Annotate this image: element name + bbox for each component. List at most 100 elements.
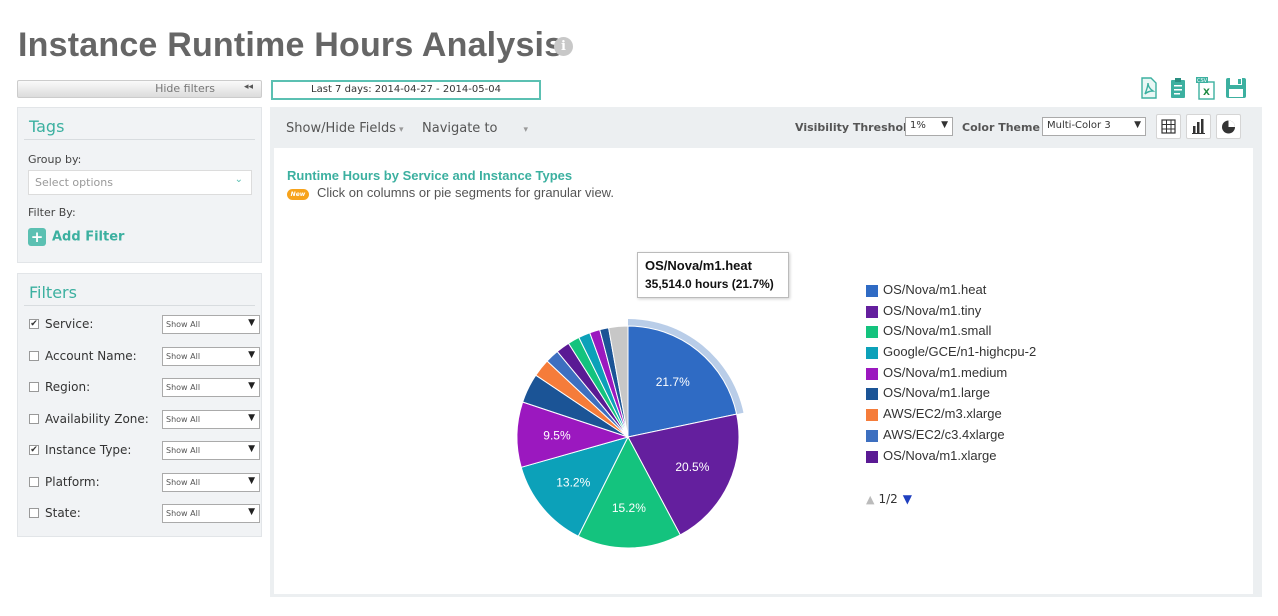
pie-slice-label: 13.2%: [556, 475, 590, 489]
legend-label: OS/Nova/m1.small: [883, 323, 992, 339]
filter-select[interactable]: Show All ▼: [162, 504, 260, 523]
filter-select[interactable]: Show All ▼: [162, 346, 260, 366]
export-toolbar: CSV X: [1134, 76, 1250, 102]
chevron-down-icon: ⌄: [234, 174, 243, 185]
filter-label: Region:: [45, 380, 91, 394]
filter-select-value: Show All: [166, 351, 201, 361]
pie-slice[interactable]: [520, 436, 629, 537]
filter-checkbox[interactable]: ✔: [29, 319, 39, 329]
legend-label: OS/Nova/m1.large: [883, 385, 990, 401]
filter-checkbox[interactable]: [29, 476, 39, 487]
save-icon[interactable]: [1224, 76, 1248, 100]
color-theme-select[interactable]: Multi-Color 3 ▼: [1042, 117, 1146, 136]
dropdown-arrow-icon: ▼: [248, 444, 255, 454]
visibility-threshold-select[interactable]: 1% ▼: [905, 117, 953, 136]
chart-title: Runtime Hours by Service and Instance Ty…: [287, 168, 573, 183]
filter-row: Platform: Show All ▼: [29, 472, 261, 493]
filters-panel: Filters ✔ Service: Show All ▼ Account Name: S…: [17, 273, 262, 537]
legend-label: AWS/EC2/c3.4xlarge: [883, 426, 1005, 442]
pie-chart: 21.7% 20.5% 15.2% 13.2% 9.5%: [516, 319, 744, 549]
filter-checkbox[interactable]: [29, 382, 39, 392]
filter-row: Availability Zone: Show All ▼: [29, 409, 261, 430]
svg-text:CSV: CSV: [1197, 78, 1208, 84]
pager-down-icon[interactable]: ▼: [902, 492, 913, 506]
visibility-threshold-label: Visibility Threshold: [795, 121, 915, 134]
filter-select-value: Show All: [166, 446, 201, 455]
filter-label: State:: [45, 506, 81, 520]
clipboard-icon[interactable]: [1166, 76, 1190, 100]
chart-legend: OS/Nova/m1.heat OS/Nova/m1.tiny OS/Nova/m1…: [866, 282, 1036, 468]
legend-item[interactable]: OS/Nova/m1.tiny: [866, 303, 1036, 324]
pager-text: 1/2: [878, 492, 898, 506]
filter-label: Instance Type:: [45, 443, 132, 457]
filter-select[interactable]: Show All ▼: [162, 378, 260, 397]
main-content: Show/Hide Fields ▾ Navigate to ▾ Visibilit…: [270, 107, 1262, 597]
pie-slice[interactable]: [577, 435, 681, 549]
legend-swatch: [866, 326, 878, 339]
plus-icon: +: [28, 228, 46, 246]
color-theme-value: Multi-Color 3: [1047, 120, 1111, 131]
chart-subtitle: Click on columns or pie segments for gra…: [317, 185, 614, 200]
legend-item[interactable]: AWS/EC2/c3.4xlarge: [866, 427, 1036, 448]
show-hide-fields-dropdown[interactable]: Show/Hide Fields ▾: [286, 121, 404, 136]
legend-item[interactable]: OS/Nova/m1.small: [866, 323, 1036, 344]
pdf-icon[interactable]: [1136, 76, 1160, 100]
filter-checkbox[interactable]: [29, 413, 39, 424]
pie-slice-label: 15.2%: [612, 501, 646, 515]
group-by-label: Group by:: [28, 153, 82, 166]
tags-panel-title: Tags: [29, 117, 65, 136]
legend-item[interactable]: OS/Nova/m1.medium: [866, 365, 1036, 386]
add-filter-button[interactable]: + Add Filter: [28, 228, 124, 246]
csv-excel-icon[interactable]: CSV X: [1194, 76, 1218, 100]
caret-down-icon: ▾: [523, 125, 529, 135]
dropdown-arrow-icon: ▼: [941, 120, 948, 130]
add-filter-label: Add Filter: [52, 229, 125, 245]
pie-chart-icon: [1222, 120, 1235, 134]
legend-item[interactable]: AWS/EC2/m3.xlarge: [866, 406, 1036, 427]
info-icon[interactable]: i: [554, 37, 573, 56]
legend-swatch: [866, 450, 878, 463]
group-by-select[interactable]: Select options ⌄: [28, 170, 252, 195]
pie-slice[interactable]: [627, 325, 738, 438]
caret-down-icon: ▾: [399, 125, 404, 135]
navigate-to-label: Navigate to: [422, 121, 498, 136]
pie-chart-button[interactable]: [1216, 114, 1241, 139]
chart-container: Runtime Hours by Service and Instance Ty…: [274, 148, 1253, 594]
filter-row: Account Name: Show All ▼: [29, 346, 261, 367]
filter-label: Service:: [45, 317, 94, 331]
legend-swatch: [866, 367, 878, 380]
pager-up-icon[interactable]: ▲: [866, 493, 875, 506]
navigate-to-dropdown[interactable]: Navigate to ▾: [422, 121, 528, 136]
bar-chart-button[interactable]: [1186, 114, 1211, 139]
color-theme-label: Color Theme: [962, 121, 1040, 134]
table-view-icon: [1161, 119, 1176, 134]
legend-item[interactable]: OS/Nova/m1.xlarge: [866, 448, 1036, 469]
filter-by-label: Filter By:: [28, 206, 76, 219]
legend-swatch: [866, 285, 878, 297]
pie-slice[interactable]: [627, 413, 740, 536]
legend-item[interactable]: OS/Nova/m1.heat: [866, 282, 1036, 303]
panel-divider: [24, 139, 255, 140]
hide-filters-button[interactable]: Hide filters ◂◂: [17, 80, 262, 98]
filter-select[interactable]: Show All ▼: [162, 441, 260, 460]
filter-checkbox[interactable]: [29, 350, 39, 361]
filter-select-value: Show All: [166, 320, 201, 329]
filter-row: ✔ Service: Show All ▼: [29, 315, 261, 335]
filter-label: Platform:: [45, 474, 100, 489]
filter-select-value: Show All: [166, 477, 201, 487]
filter-select[interactable]: Show All ▼: [162, 315, 260, 334]
pie-slice[interactable]: [607, 325, 629, 438]
tooltip-title: OS/Nova/m1.heat: [645, 258, 752, 273]
filter-select[interactable]: Show All ▼: [162, 472, 260, 492]
pie-slice-label: 9.5%: [543, 428, 571, 442]
filter-select[interactable]: Show All ▼: [162, 409, 260, 429]
legend-item[interactable]: Google/GCE/n1-highcpu-2: [866, 344, 1036, 365]
legend-item[interactable]: OS/Nova/m1.large: [866, 385, 1036, 406]
table-view-button[interactable]: [1156, 114, 1181, 139]
show-hide-fields-label: Show/Hide Fields: [286, 121, 397, 136]
filter-checkbox[interactable]: [29, 508, 39, 518]
date-range-picker[interactable]: Last 7 days: 2014-04-27 - 2014-05-04: [271, 80, 541, 100]
filter-checkbox[interactable]: ✔: [29, 445, 39, 455]
dropdown-arrow-icon: ▼: [248, 349, 255, 360]
legend-swatch: [866, 388, 878, 401]
